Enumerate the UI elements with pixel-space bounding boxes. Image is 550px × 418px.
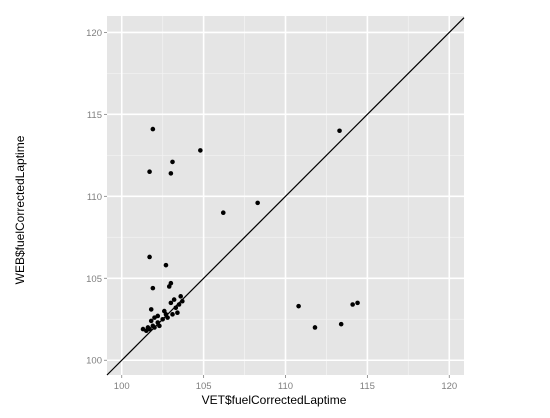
data-point bbox=[171, 297, 177, 302]
data-point bbox=[170, 312, 175, 317]
data-point bbox=[173, 305, 179, 311]
data-point bbox=[168, 171, 174, 176]
data-point bbox=[152, 315, 157, 320]
data-point bbox=[175, 310, 180, 316]
y-tick-label: 100 bbox=[86, 356, 102, 367]
data-point bbox=[255, 200, 260, 206]
data-point bbox=[148, 318, 154, 324]
y-tick-label: 110 bbox=[87, 192, 102, 203]
data-point bbox=[337, 128, 342, 134]
data-point bbox=[355, 300, 360, 306]
data-point bbox=[152, 325, 157, 330]
x-tick-label: 110 bbox=[278, 381, 293, 392]
y-tick-label: 105 bbox=[86, 274, 102, 285]
data-point bbox=[157, 323, 162, 329]
data-point bbox=[150, 285, 156, 291]
y-axis-title: WEB$fuelCorrectedLaptime bbox=[13, 135, 27, 284]
x-axis-ticks: 100 105 110 115 120 bbox=[114, 375, 457, 392]
data-point bbox=[338, 321, 344, 327]
data-point bbox=[296, 303, 301, 309]
data-point bbox=[165, 315, 170, 320]
data-point bbox=[350, 302, 355, 307]
data-point bbox=[198, 148, 203, 153]
data-points bbox=[140, 126, 360, 334]
y-tick-label: 115 bbox=[87, 110, 102, 121]
y-tick-label: 120 bbox=[86, 28, 102, 39]
data-point bbox=[163, 262, 169, 268]
data-point bbox=[168, 300, 174, 306]
x-tick-label: 115 bbox=[360, 381, 375, 392]
x-tick-label: 120 bbox=[441, 381, 457, 392]
y-axis-ticks: 100 105 110 115 120 bbox=[86, 28, 107, 367]
data-point bbox=[148, 307, 154, 312]
data-point bbox=[144, 328, 149, 334]
data-point bbox=[180, 298, 185, 304]
x-tick-label: 105 bbox=[196, 381, 212, 392]
data-point bbox=[150, 126, 156, 132]
data-point bbox=[147, 254, 152, 260]
data-point bbox=[170, 159, 175, 165]
x-tick-label: 100 bbox=[114, 381, 130, 392]
data-point bbox=[166, 284, 172, 289]
data-point bbox=[220, 210, 226, 216]
x-axis-title: VET$fuelCorrectedLaptime bbox=[202, 393, 347, 407]
data-point bbox=[147, 169, 152, 175]
data-point bbox=[160, 316, 165, 322]
data-point bbox=[176, 302, 182, 307]
data-point bbox=[312, 325, 318, 330]
data-point bbox=[178, 294, 183, 299]
